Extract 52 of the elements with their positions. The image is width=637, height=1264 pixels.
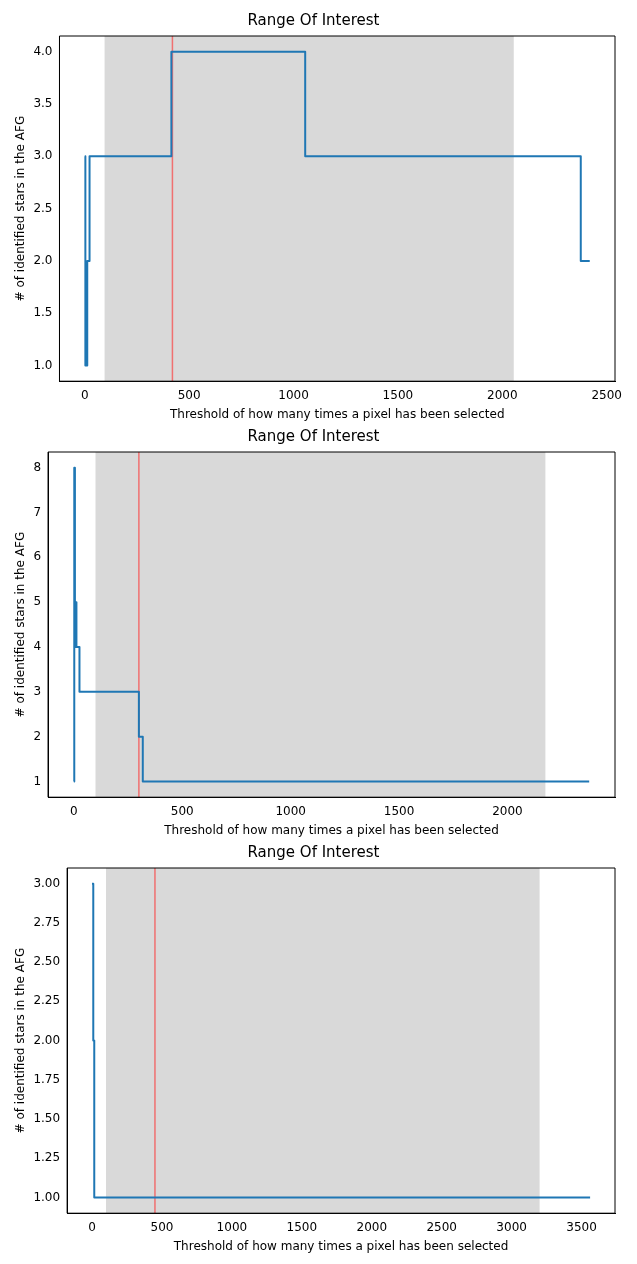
x-tick-label: 0 <box>88 1219 96 1234</box>
y-tick-label: 1.25 <box>33 1150 61 1165</box>
x-tick-label: 2000 <box>492 803 523 818</box>
x-tick-label: 1500 <box>383 803 415 818</box>
x-tick-label: 1500 <box>382 387 414 402</box>
x-axis-title: Threshold of how many times a pixel has been selected <box>172 1238 509 1253</box>
y-tick-label: 2 <box>33 728 42 743</box>
y-tick-label: 5 <box>33 594 42 609</box>
x-tick-label: 0 <box>80 387 89 402</box>
y-tick-label: 2.25 <box>33 993 61 1008</box>
chart-title: Range Of Interest <box>247 426 380 445</box>
y-tick-label: 3.5 <box>33 96 53 111</box>
y-tick-label: 2.00 <box>33 1032 61 1047</box>
x-tick-label: 2000 <box>356 1219 388 1234</box>
x-tick-label: 0 <box>70 803 78 818</box>
y-tick-label: 1.00 <box>33 1189 61 1204</box>
y-tick-label: 2.5 <box>33 200 53 215</box>
x-tick-label: 1000 <box>278 387 309 402</box>
x-tick-label: 500 <box>150 1219 174 1234</box>
y-tick-label: 1.75 <box>33 1071 61 1086</box>
y-tick-label: 3.0 <box>33 148 53 163</box>
y-tick-label: 2.50 <box>33 954 61 969</box>
x-tick-label: 1000 <box>216 1219 248 1234</box>
x-tick-label: 2500 <box>426 1219 457 1234</box>
y-tick-label: 1.5 <box>33 305 53 320</box>
y-tick-label: 1 <box>33 773 42 788</box>
x-axis-title: Threshold of how many times a pixel has been selected <box>168 406 505 421</box>
x-tick-label: 3500 <box>566 1219 597 1234</box>
y-tick-label: 7 <box>33 504 42 519</box>
x-tick-label: 3000 <box>496 1219 527 1234</box>
y-tick-label: 4.0 <box>33 43 53 58</box>
y-tick-label: 8 <box>33 459 42 474</box>
y-tick-label: 6 <box>33 549 42 564</box>
y-axis-title: # of identified stars in the AFG <box>13 531 28 718</box>
y-tick-label: 3 <box>33 683 42 698</box>
y-tick-label: 2.75 <box>33 915 61 930</box>
x-axis-title: Threshold of how many times a pixel has been selected <box>163 822 499 837</box>
x-tick-label: 1500 <box>286 1219 318 1234</box>
x-tick-label: 500 <box>170 803 194 818</box>
chart-title: Range Of Interest <box>247 10 380 29</box>
y-tick-label: 4 <box>33 639 42 654</box>
y-tick-label: 2.0 <box>33 253 53 268</box>
y-tick-label: 1.0 <box>33 357 53 372</box>
x-tick-label: 500 <box>177 387 201 402</box>
x-tick-label: 2000 <box>487 387 518 402</box>
y-tick-label: 1.50 <box>33 1111 61 1126</box>
y-axis-title: # of identified stars in the AFG <box>13 115 28 302</box>
chart-title: Range Of Interest <box>247 842 380 861</box>
x-tick-label: 2500 <box>591 387 622 402</box>
y-tick-label: 3.00 <box>33 875 61 890</box>
x-tick-label: 1000 <box>275 803 306 818</box>
y-axis-title: # of identified stars in the AFG <box>13 947 28 1134</box>
